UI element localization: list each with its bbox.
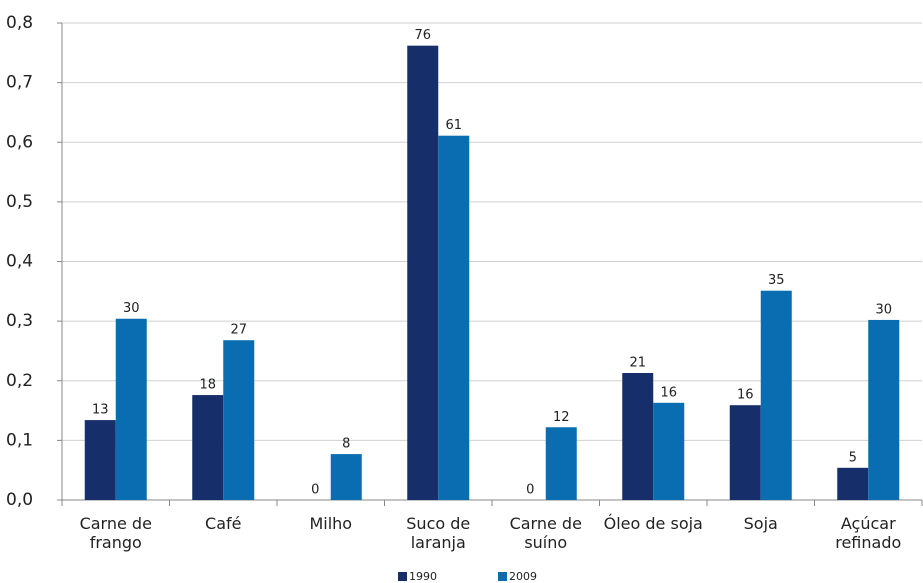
legend-label: 1990 xyxy=(409,570,437,583)
bar xyxy=(729,405,761,500)
data-label: 5 xyxy=(849,450,857,465)
y-tick-label: 0,8 xyxy=(6,13,33,33)
bar xyxy=(760,290,792,500)
y-tick-label: 0,5 xyxy=(6,192,33,212)
bar xyxy=(115,318,147,500)
x-tick-label: Açúcar refinado xyxy=(835,514,902,552)
data-label: 21 xyxy=(629,355,646,370)
legend-swatch xyxy=(498,572,507,581)
data-label: 0 xyxy=(526,483,534,498)
data-label: 35 xyxy=(768,273,785,288)
data-label: 12 xyxy=(553,410,570,425)
data-label: 76 xyxy=(414,28,431,43)
data-label: 13 xyxy=(92,403,109,418)
bar xyxy=(330,454,362,500)
x-tick-label: Soja xyxy=(743,514,778,533)
x-tick-label: Café xyxy=(205,514,242,533)
data-label: 0 xyxy=(311,483,319,498)
y-tick-label: 0,7 xyxy=(6,73,33,93)
bar xyxy=(545,427,577,500)
y-tick-label: 0,2 xyxy=(6,371,33,391)
bar xyxy=(622,372,654,500)
y-tick-label: 0,6 xyxy=(6,132,33,152)
x-tick-label: Carne de frango xyxy=(79,514,152,552)
legend-swatch xyxy=(398,572,407,581)
bar xyxy=(223,340,255,500)
bar xyxy=(438,135,470,500)
bar xyxy=(868,319,900,500)
bar xyxy=(653,402,685,500)
legend-label: 2009 xyxy=(509,570,537,583)
bar xyxy=(837,467,869,500)
data-label: 16 xyxy=(737,388,754,403)
bar xyxy=(192,395,224,500)
data-label: 18 xyxy=(199,378,216,393)
y-tick-label: 0,3 xyxy=(6,311,33,331)
bar xyxy=(84,420,116,500)
y-tick-label: 0,0 xyxy=(6,490,33,510)
data-label: 16 xyxy=(660,385,677,400)
bar xyxy=(407,45,439,500)
data-label: 61 xyxy=(445,118,462,133)
x-tick-label: Óleo de soja xyxy=(603,514,703,533)
data-label: 30 xyxy=(123,301,140,316)
x-tick-label: Carne de suíno xyxy=(509,514,582,552)
data-label: 8 xyxy=(342,437,350,452)
x-tick-label: Suco de laranja xyxy=(406,514,471,552)
y-tick-label: 0,4 xyxy=(6,252,33,272)
data-label: 30 xyxy=(875,302,892,317)
y-tick-label: 0,1 xyxy=(6,430,33,450)
x-tick-label: Milho xyxy=(309,514,353,533)
data-label: 27 xyxy=(230,323,247,338)
